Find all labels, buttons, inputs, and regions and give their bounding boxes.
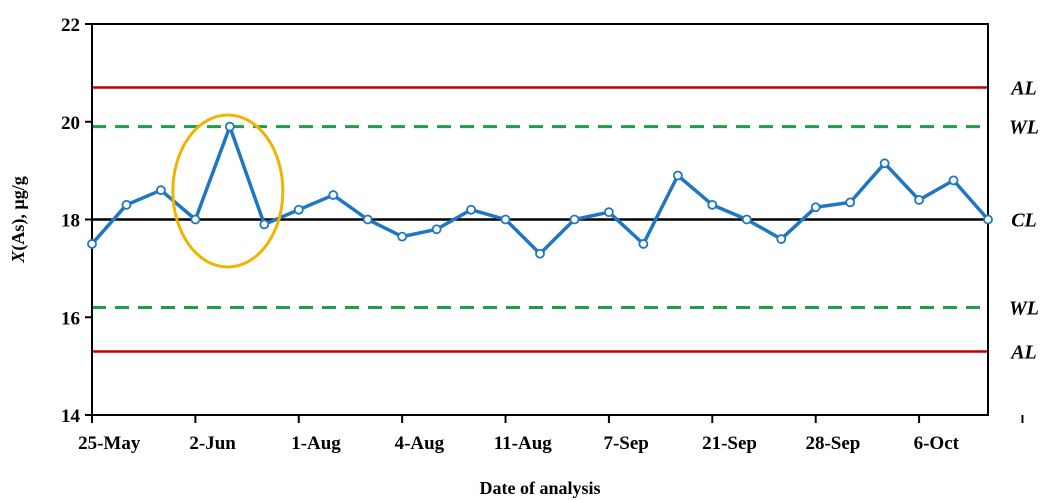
y-tick-label: 16 [61,308,80,329]
x-tick-label: 6-Oct [914,433,960,454]
data-point [776,234,787,244]
data-point [879,158,890,169]
x-tick-label: 4-Aug [395,433,445,454]
data-point [362,214,373,225]
data-point [397,231,408,242]
data-point [190,214,201,225]
data-point [948,175,959,186]
x-tick-label: 21-Sep [702,433,757,454]
series-group [87,121,993,259]
data-point [741,214,752,225]
data-point [983,214,993,225]
data-point [293,204,304,215]
highlight-ellipse [171,113,285,269]
data-point [500,214,511,225]
y-tick-label: 22 [61,15,80,36]
data-point [328,190,339,200]
series-line [90,124,990,256]
x-tick-label: 11-Aug [494,433,553,454]
y-axis-label: X(As), µg/g [8,176,29,263]
y-tick-label: 14 [61,406,81,427]
limit-label-cl: CL [1011,210,1037,232]
y-tick-label: 20 [61,113,80,134]
data-point [259,219,270,230]
data-point [638,239,649,249]
x-tick-label: 7-Sep [603,433,648,454]
data-point [156,185,166,196]
data-point [466,204,476,215]
limit-label-al: AL [1009,78,1037,100]
limit-label-wl: WL [1009,117,1039,139]
x-tick-label: 28-Sep [805,433,860,454]
x-axis-ticks: 25-May 2-Jun 1-Aug 4-Aug 11-Aug 7-Sep 21-Sep 28… [78,415,1024,454]
x-axis-label: Date of analysis [480,478,601,498]
data-point [224,121,235,132]
data-point [914,195,924,205]
limit-labels: AL WL CL WL AL [1009,78,1039,364]
limit-lines [92,86,988,353]
data-point [707,199,718,210]
x-tick-label: 2-Jun [189,433,236,454]
data-point [431,224,442,235]
x-tick-label: 1-Aug [291,433,341,454]
data-point [535,248,545,259]
data-point [121,199,132,210]
limit-label-wl: WL [1009,297,1039,319]
data-point [810,202,821,213]
annotations [171,113,285,269]
y-tick-label: 18 [61,211,80,232]
data-point [569,214,580,225]
data-point [604,207,614,218]
data-point [672,170,683,181]
y-axis-ticks: 14 16 18 20 22 [61,15,92,427]
limit-label-al: AL [1009,341,1037,363]
data-point [845,197,856,208]
data-point [87,239,97,249]
x-tick-label: 25-May [78,433,141,454]
